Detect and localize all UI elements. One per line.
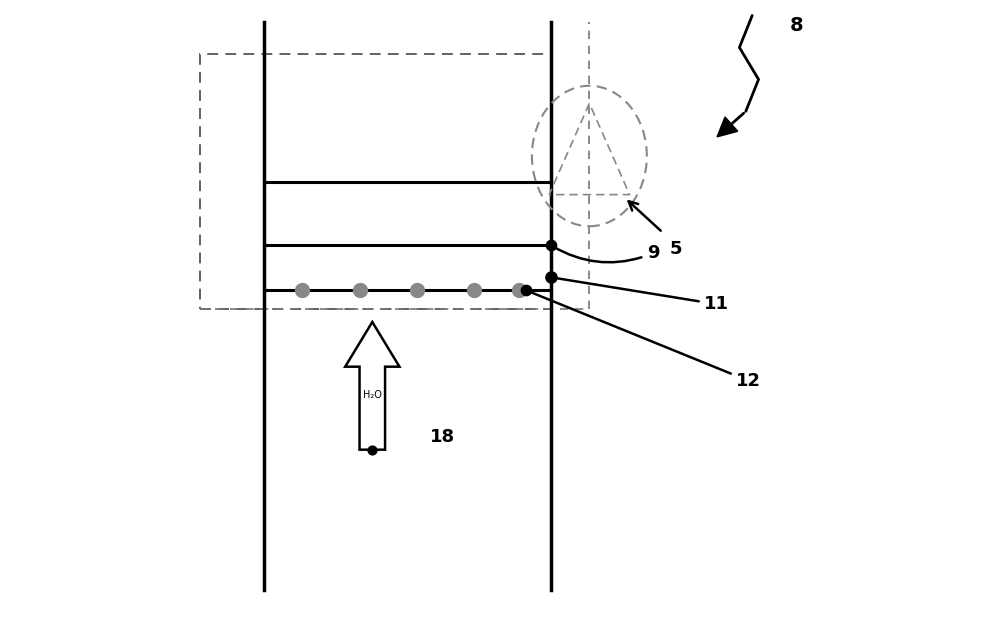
Point: [409, 285, 425, 295]
Point: [543, 272, 559, 283]
Text: 11: 11: [554, 278, 729, 313]
Point: [352, 285, 368, 295]
Text: 8: 8: [790, 15, 804, 35]
Text: H₂O: H₂O: [363, 390, 382, 401]
Bar: [200, 54, 551, 309]
Text: 9: 9: [553, 244, 659, 262]
FancyArrow shape: [345, 322, 399, 450]
Text: 5: 5: [669, 240, 682, 258]
Text: 18: 18: [430, 428, 455, 446]
Text: 12: 12: [528, 291, 761, 390]
Point: [511, 285, 527, 295]
Point: [294, 285, 310, 295]
Point: [466, 285, 482, 295]
Point: [364, 444, 380, 455]
Point: [543, 240, 559, 251]
Point: [518, 285, 534, 295]
Polygon shape: [717, 117, 738, 137]
